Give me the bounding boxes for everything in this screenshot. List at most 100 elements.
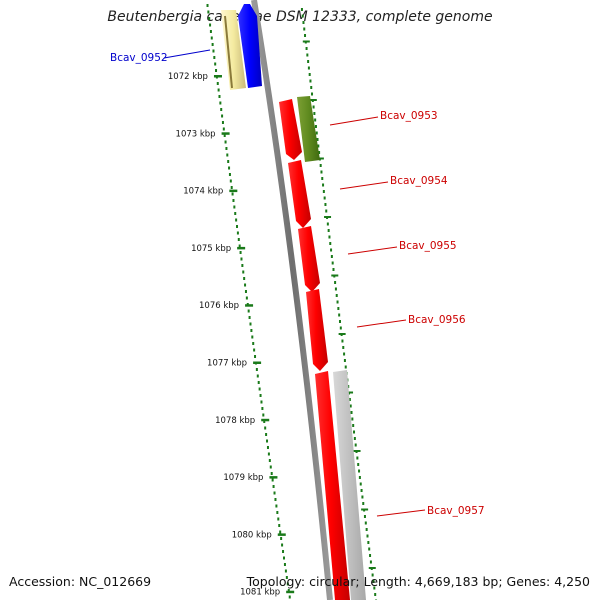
tick-dot [320,170,323,174]
tick-dot [237,238,240,241]
tick-dot [269,465,272,469]
accession-text: Accession: NC_012669 [9,574,152,589]
tick-dot [369,554,372,557]
tick-dot [363,515,366,518]
gene-bcav-0953[interactable] [279,99,302,160]
tick-dot [224,140,227,144]
major-tick [237,246,246,250]
tick-dot [267,452,270,456]
tick-dot [212,49,215,53]
tick-dot [288,595,291,599]
tick-dot [260,400,263,404]
tick-dot [272,485,275,488]
tick-dot [279,530,282,534]
tick-dot [301,14,304,18]
tick-dot [264,426,267,430]
label-leader-bcav-0956 [356,319,407,328]
gene-bcav-0957[interactable] [315,371,350,600]
gene-label[interactable]: Bcav_0954 [390,175,448,187]
tick-dot [351,417,354,421]
tick-dot [235,218,238,222]
minor-tick [316,157,324,160]
tick-dot [253,348,256,352]
tick-dot [364,521,367,525]
tick-dot [273,491,276,495]
major-tick [213,75,222,78]
tick-dot [232,199,235,202]
tick-dot [330,248,333,252]
tick-dot [313,112,316,115]
tick-dot [329,242,332,245]
tick-dot [314,118,317,122]
tick-dot [214,62,217,66]
genome-stats-text: Topology: circular; Length: 4,669,183 bp… [246,574,590,589]
tick-dot [256,374,259,378]
tick-dot [218,95,221,98]
tick-dot [300,8,303,11]
tick-dot [372,580,375,583]
tick-dot [254,355,257,358]
tick-dot [213,56,216,59]
tick-dot [206,4,209,7]
tick-dot [302,21,305,24]
tick-dot [239,251,242,254]
tick-dot [227,160,230,163]
genome-title: Beutenbergia cavernae DSM 12333, complet… [107,9,493,25]
tick-dot [306,53,309,57]
tick-dot [255,368,258,371]
tick-dot [244,283,247,287]
gene-label[interactable]: Bcav_0955 [399,240,457,252]
major-tick [269,476,278,479]
gene-labels: Bcav_0952 Bcav_0953 Bcav_0954 Bcav_0955 … [110,49,485,517]
tick-dot [236,231,239,235]
tick-dot [343,352,346,356]
tick-dot [336,300,339,304]
tick-dot [242,270,245,274]
tick-dot [226,153,229,157]
tick-dot [249,322,252,326]
tick-dot [262,413,265,417]
tick-dot [266,439,269,443]
tick-dot [358,476,361,479]
tick-label: 1077 kbp [207,359,247,369]
tick-dot [271,478,274,482]
tick-dot [234,212,237,215]
tick-dot [318,151,321,154]
tick-dot [344,365,347,369]
gene-label[interactable]: Bcav_0956 [408,314,466,326]
tick-dot [223,134,226,137]
tick-dot [282,556,285,560]
tick-dot [303,27,306,31]
gene-bcav-0956[interactable] [306,289,328,371]
tick-dot [304,34,307,37]
tick-dot [228,173,231,176]
tick-dot [216,82,219,85]
tick-dot [373,586,376,590]
tick-dot [282,550,285,553]
tick-dot [250,329,253,332]
tick-dot [354,443,357,447]
tick-label: 1073 kbp [176,129,216,139]
tick-dot [258,387,261,391]
gene-bcav-0954[interactable] [288,160,311,228]
gene-bcav-0955[interactable] [298,226,320,292]
genome-backbone [251,0,333,600]
tick-dot [315,131,318,135]
gene-label[interactable]: Bcav_0952 [110,52,168,64]
gene-label[interactable]: Bcav_0953 [380,110,438,122]
tick-dot [270,472,273,475]
gene-bcav-0952[interactable] [221,4,262,90]
tick-dot [219,101,222,105]
minor-tick [302,40,310,43]
tick-dot [286,582,289,586]
gene-label[interactable]: Bcav_0957 [427,505,485,517]
tick-dot [240,257,243,261]
tick-label: 1078 kbp [215,416,255,426]
tick-label: 1072 kbp [168,72,208,82]
tick-dot [362,502,365,505]
tick-dot [321,177,324,180]
tick-dot [287,589,290,592]
tick-dot [322,183,325,187]
tick-dot [369,560,372,564]
major-tick [277,533,286,536]
